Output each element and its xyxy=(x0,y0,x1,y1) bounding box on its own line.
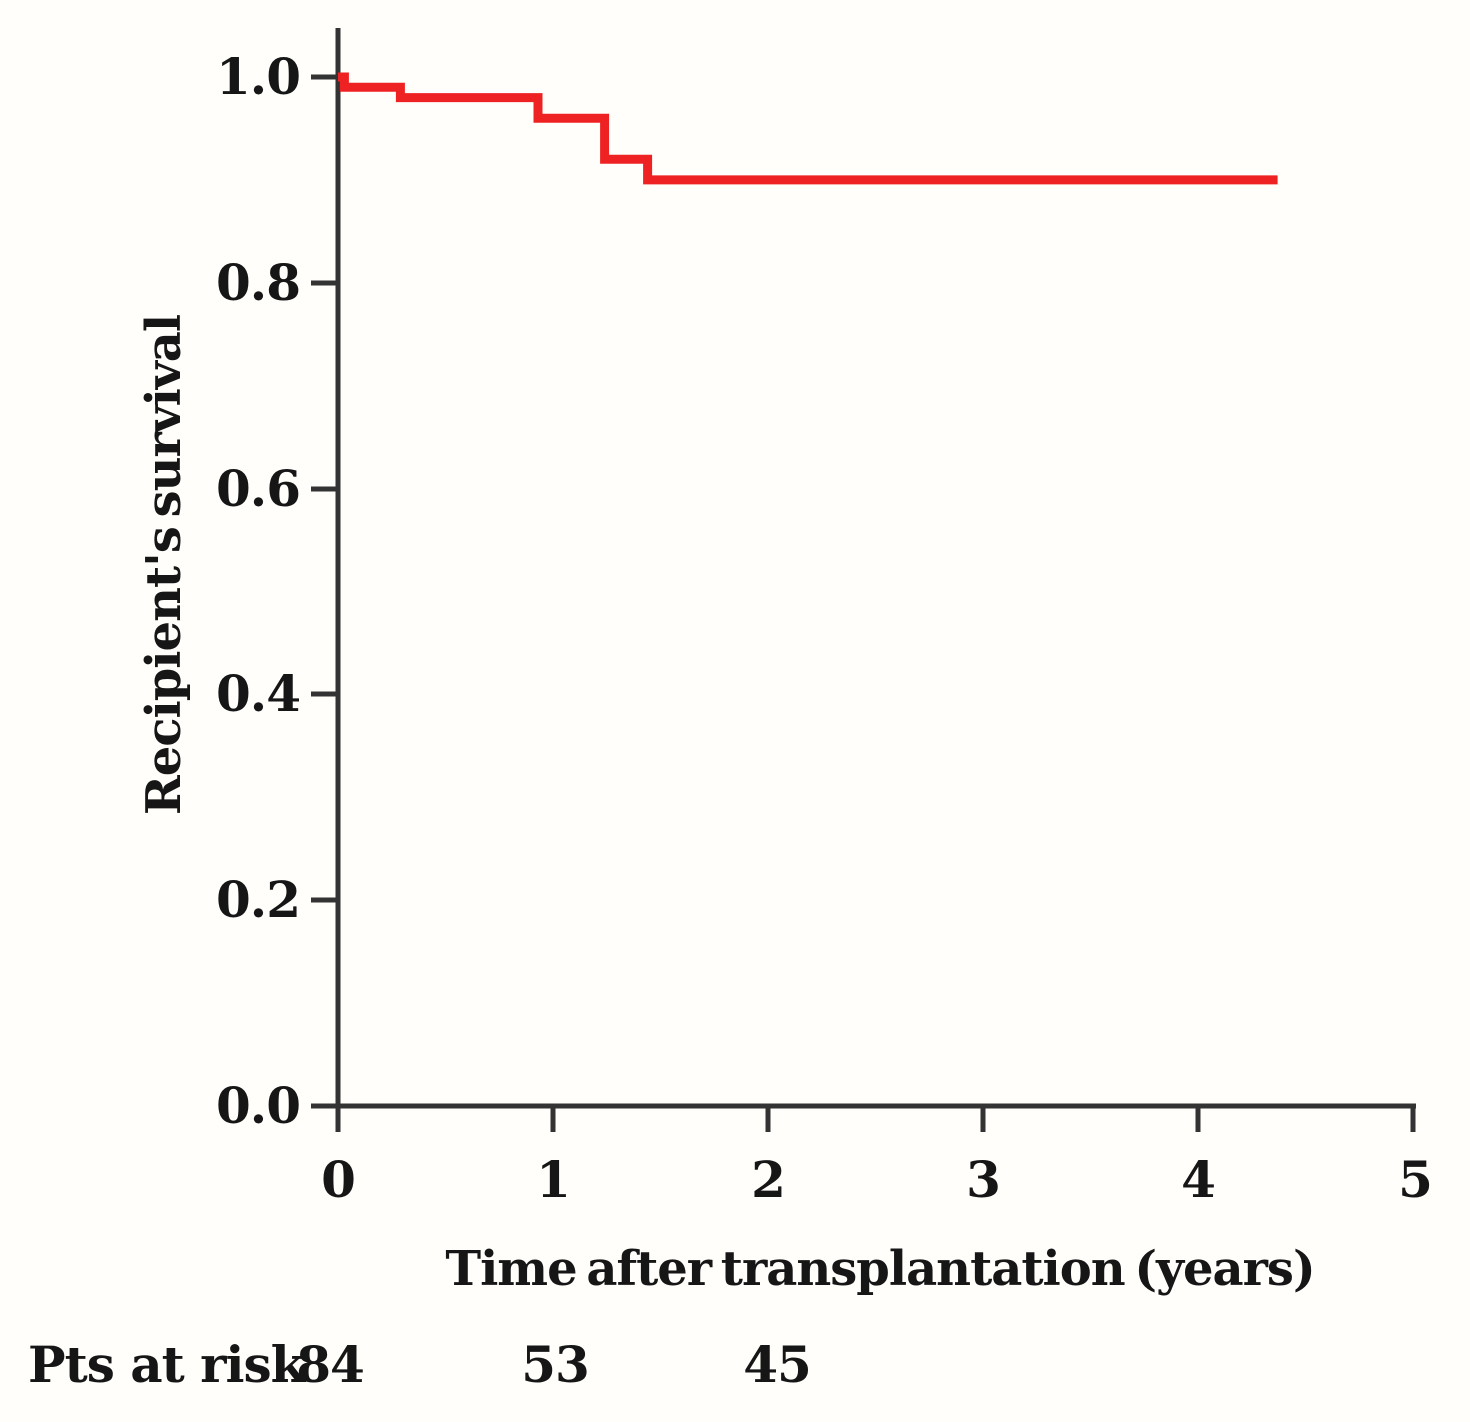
y-axis-title: Recipient's survival xyxy=(136,314,192,815)
y-tick-label-0.8: 0.8 xyxy=(216,253,300,312)
x-axis-title: Time after transplantation (years) xyxy=(445,1241,1314,1297)
x-tick-label-1: 1 xyxy=(536,1150,570,1209)
y-axis: 1.0 0.8 0.6 0.4 0.2 0.0 Recipient's surv… xyxy=(136,28,341,1135)
y-tick-label-1.0: 1.0 xyxy=(216,47,300,106)
x-tick-label-5: 5 xyxy=(1398,1150,1432,1209)
y-tick-label-0.0: 0.0 xyxy=(216,1076,300,1135)
pts-at-risk-row: Pts at risk 84 53 45 xyxy=(28,1335,812,1394)
x-tick-label-4: 4 xyxy=(1181,1150,1215,1209)
y-tick-label-0.4: 0.4 xyxy=(216,664,300,723)
pts-at-risk-count-1: 53 xyxy=(521,1335,589,1394)
y-tick-label-0.2: 0.2 xyxy=(216,870,300,929)
x-tick-label-2: 2 xyxy=(751,1150,785,1209)
x-tick-label-0: 0 xyxy=(321,1150,355,1209)
x-tick-label-3: 3 xyxy=(966,1150,1000,1209)
pts-at-risk-count-2: 45 xyxy=(743,1335,811,1394)
pts-at-risk-count-0: 84 xyxy=(296,1335,364,1394)
x-axis: 0 1 2 3 4 5 Time after transplantation (… xyxy=(312,1103,1433,1297)
survival-step-curve xyxy=(338,72,1278,185)
pts-at-risk-label: Pts at risk xyxy=(28,1335,307,1394)
y-tick-label-0.6: 0.6 xyxy=(216,459,300,518)
